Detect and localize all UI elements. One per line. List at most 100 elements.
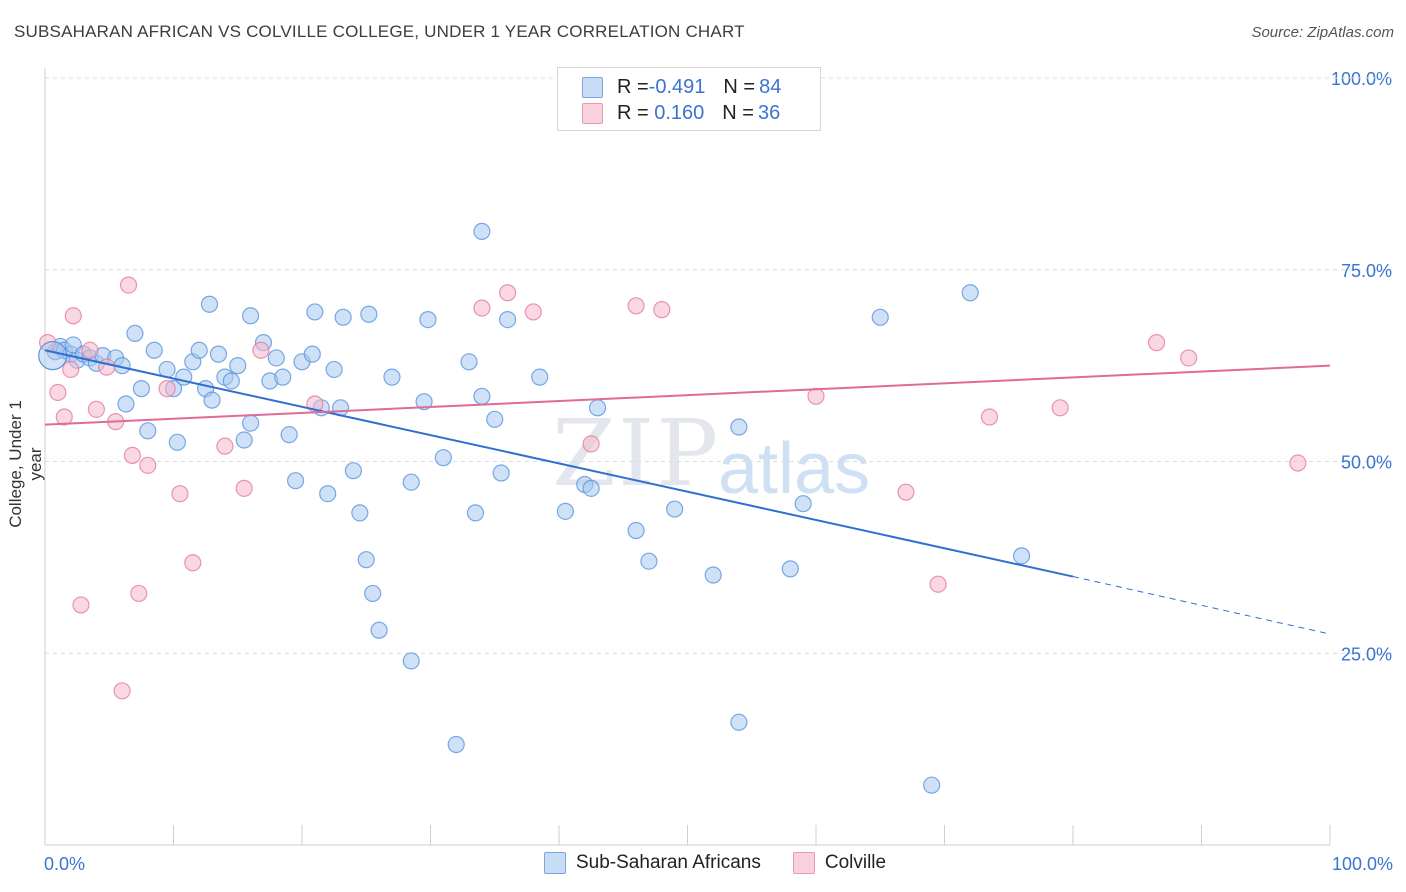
data-point-colville [524,303,542,321]
data-point-colville [1051,399,1069,417]
trendline-colville [44,364,1331,426]
data-point-subsaharan [117,395,135,413]
data-point-colville [1147,334,1166,352]
data-point-colville [929,575,947,593]
data-point-subsaharan [415,393,433,411]
y-tick-label: 100.0% [1331,69,1392,89]
data-point-subsaharan [730,713,748,731]
data-point-colville [49,383,67,402]
data-point-subsaharan [961,284,979,302]
data-point-subsaharan [704,566,722,584]
legend-swatch-colville [582,102,603,124]
correlation-legend: R = -0.491 N = 84 R = 0.160 N = 36 [557,67,821,131]
data-point-subsaharan [200,295,219,313]
r-value: -0.491 [648,75,706,98]
data-point-subsaharan [274,368,292,386]
data-point-colville [130,584,148,603]
data-point-colville [582,435,600,453]
data-point-subsaharan [466,504,485,522]
y-tick-label: 25.0% [1341,644,1392,664]
data-point-subsaharan [267,349,285,367]
data-point-subsaharan [235,431,253,449]
data-point-subsaharan [190,341,208,359]
data-point-colville [235,479,253,497]
data-point-subsaharan [383,368,401,386]
legend-row-colville: R = 0.160 N = 36 [582,101,780,125]
data-point-colville [87,400,106,418]
y-tick-label: 75.0% [1341,261,1392,281]
data-point-subsaharan [556,502,575,520]
data-point-subsaharan [447,735,465,754]
legend-label-colville: Colville [824,852,887,873]
data-point-subsaharan [794,495,812,513]
legend-swatch-subsaharan [544,852,566,874]
data-point-colville [55,408,73,426]
data-point-subsaharan [434,449,452,467]
data-point-subsaharan [402,473,420,491]
data-point-subsaharan [139,422,157,440]
watermark-atlas: atlas [718,429,871,509]
data-point-colville [139,456,157,474]
n-label: N = [723,75,756,98]
data-point-subsaharan [145,341,163,359]
data-point-subsaharan [126,324,144,343]
x-tick-label-min: 0.0% [44,854,85,874]
data-point-subsaharan [419,311,437,329]
data-point-subsaharan [325,360,343,379]
data-point-colville [980,408,999,426]
data-point-subsaharan-cluster [38,341,68,371]
x-tick-label-max: 100.0% [1332,854,1393,874]
chart-source: Source: ZipAtlas.com [1251,24,1394,41]
data-point-subsaharan [666,500,684,518]
data-point-colville [72,596,90,614]
r-value: 0.160 [648,101,705,124]
data-point-subsaharan [402,652,420,670]
data-point-subsaharan [364,584,382,603]
n-value: 84 [759,75,782,98]
data-point-subsaharan [499,311,517,329]
data-point-subsaharan [209,345,228,363]
data-point-subsaharan [360,305,378,323]
data-point-subsaharan [319,485,337,503]
data-point-subsaharan [486,410,504,428]
data-point-colville [627,297,645,315]
series-legend: Sub-Saharan Africans Colville [544,852,918,874]
legend-item-colville: Colville [792,852,887,874]
data-point-subsaharan [132,380,150,398]
data-point-colville [499,284,517,302]
legend-swatch-colville [792,852,815,874]
data-point-subsaharan [1012,547,1031,565]
data-point-colville [252,341,270,359]
data-point-colville [897,483,915,501]
data-point-colville [184,554,202,572]
data-point-subsaharan [871,308,889,326]
data-point-subsaharan [306,303,324,321]
n-label: N = [722,101,754,124]
data-point-subsaharan [582,479,600,497]
data-point-colville [81,341,99,359]
data-point-subsaharan [588,399,607,417]
data-point-subsaharan [627,521,645,540]
data-point-subsaharan [229,357,247,375]
data-point-subsaharan [492,464,510,482]
data-point-subsaharan [286,472,305,490]
data-point-subsaharan [344,462,362,480]
data-point-subsaharan [370,621,388,639]
data-point-subsaharan [334,308,352,326]
chart-title: SUBSAHARAN AFRICAN VS COLVILLE COLLEGE, … [14,22,745,41]
data-point-colville [473,299,491,317]
data-point-subsaharan [203,391,221,409]
data-point-subsaharan [473,387,491,405]
data-point-subsaharan [280,426,298,444]
trendline-subsaharan [44,349,1074,578]
legend-row-subsaharan: R = -0.491 N = 84 [582,75,781,99]
data-point-colville [64,307,82,325]
data-point-subsaharan [222,372,240,390]
data-point-subsaharan [473,222,491,240]
r-label: R = [617,101,649,124]
data-point-subsaharan [242,307,260,325]
data-point-colville [1180,349,1198,367]
data-point-colville [1289,454,1307,472]
legend-swatch-subsaharan [582,76,603,98]
